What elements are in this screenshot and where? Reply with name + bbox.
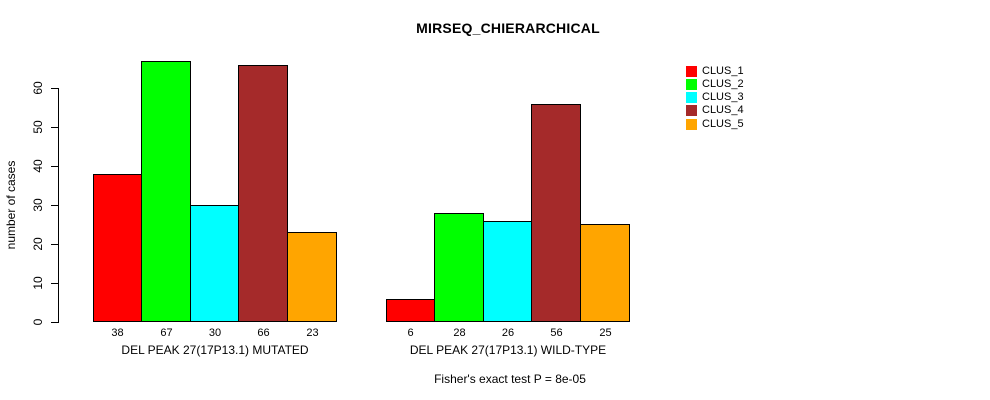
y-axis-label: number of cases: [4, 160, 18, 250]
legend-swatch-clus_1: [686, 66, 697, 77]
y-tick-label: 50: [31, 120, 45, 134]
bar-value-label: 30: [208, 327, 222, 339]
bar-clus_2-group1: [141, 61, 191, 322]
y-tick-mark: [51, 166, 58, 167]
legend-label: CLUS_4: [702, 104, 744, 116]
y-tick-mark: [51, 88, 58, 89]
y-tick-label: 10: [31, 276, 45, 290]
y-tick-label: 20: [31, 237, 45, 251]
bar-value-label: 25: [599, 327, 612, 339]
bar-value-label: 66: [257, 327, 270, 339]
y-tick-mark: [51, 127, 58, 128]
bar-clus_5-group1: [287, 232, 337, 322]
y-tick-label: 60: [31, 81, 45, 95]
bar-value-label: 28: [453, 327, 466, 339]
legend-swatch-clus_5: [686, 119, 697, 130]
legend-label: CLUS_5: [702, 118, 744, 130]
bar-clus_1-group1: [93, 174, 142, 322]
bar-value-label: 23: [306, 327, 319, 339]
group-label: DEL PEAK 27(17P13.1) MUTATED: [121, 343, 309, 357]
y-tick-mark: [51, 283, 58, 284]
y-tick-label: 0: [31, 318, 45, 326]
bar-clus_2-group2: [434, 213, 484, 322]
legend-label: CLUS_2: [702, 78, 744, 90]
legend-swatch-clus_4: [686, 105, 697, 116]
y-tick-mark: [51, 244, 58, 245]
bar-value-label: 67: [160, 327, 173, 339]
bar-value-label: 56: [550, 327, 563, 339]
bar-value-label: 38: [111, 327, 124, 339]
bar-clus_5-group2: [580, 224, 630, 322]
legend-label: CLUS_3: [702, 91, 744, 103]
legend: CLUS_1 CLUS_2 CLUS_3 CLUS_4 CLUS_5: [686, 60, 806, 135]
y-tick-mark: [51, 205, 58, 206]
bar-clus_4-group1: [238, 65, 288, 322]
bar-value-label: 6: [407, 327, 414, 339]
bar-clus_4-group2: [531, 104, 581, 322]
y-tick-label: 30: [31, 198, 45, 212]
legend-label: CLUS_1: [702, 65, 744, 77]
annotation-caption: Fisher's exact test P = 8e-05: [434, 372, 586, 386]
y-axis: [58, 88, 59, 323]
legend-swatch-clus_3: [686, 92, 697, 103]
bar-clus_1-group2: [386, 299, 435, 322]
y-tick-label: 40: [31, 159, 45, 173]
bar-clus_3-group2: [483, 221, 532, 322]
group-label: DEL PEAK 27(17P13.1) WILD-TYPE: [409, 343, 607, 357]
bar-value-label: 26: [501, 327, 515, 339]
chart-title: MIRSEQ_CHIERARCHICAL: [416, 20, 600, 36]
y-tick-mark: [51, 322, 58, 323]
legend-swatch-clus_2: [686, 79, 697, 90]
bar-clus_3-group1: [190, 205, 239, 322]
